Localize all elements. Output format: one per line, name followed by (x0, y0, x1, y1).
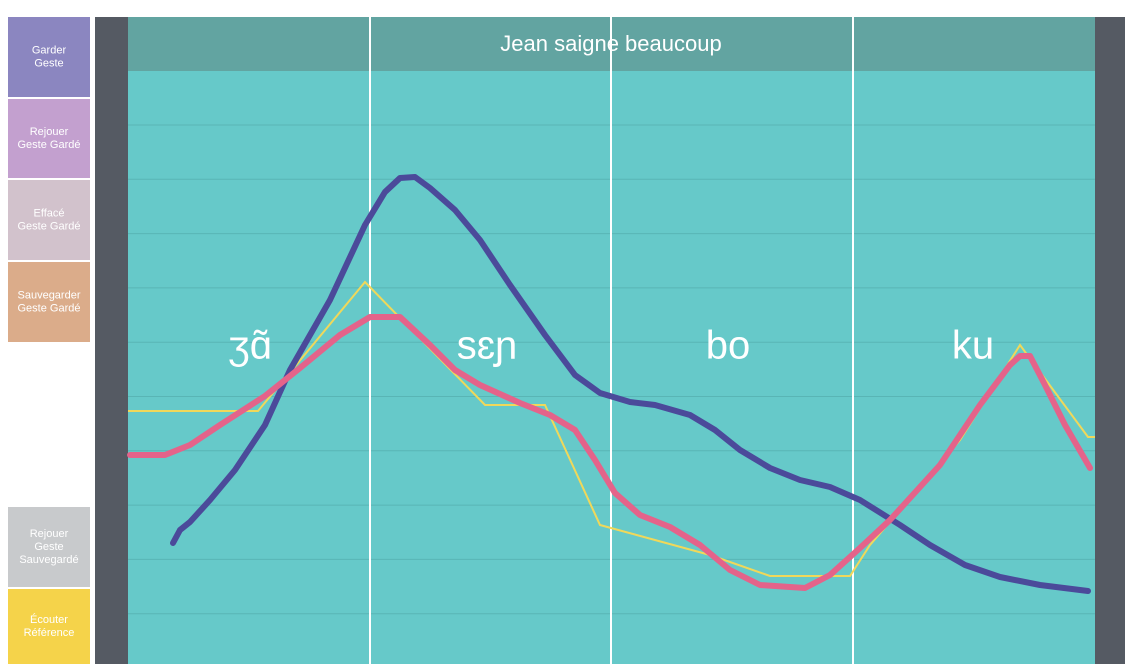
button-label: Sauvegarder (18, 289, 81, 301)
reference-curve (128, 280, 1095, 577)
button-bg (8, 99, 90, 178)
button-label: Garder (32, 44, 67, 56)
syllable: bo (706, 324, 751, 368)
button-bg (8, 17, 90, 97)
button-bg (8, 507, 90, 587)
gesture-curve (170, 174, 1091, 594)
saved-curve (127, 314, 1093, 591)
button-label: Geste (34, 57, 63, 69)
button-bg (8, 180, 90, 260)
button-label: Geste Gardé (18, 139, 81, 151)
button-label: Effacé (34, 207, 65, 219)
button-bg (8, 589, 90, 664)
button-label: Écouter (30, 613, 68, 626)
button-bg (8, 262, 90, 342)
button-label: Geste Gardé (18, 220, 81, 232)
button-label: Rejouer (30, 126, 69, 138)
button-label: Référence (24, 627, 75, 639)
syllable: ku (952, 324, 994, 368)
button-label: Geste Gardé (18, 302, 81, 314)
button-label: Rejouer (30, 528, 69, 540)
button-label: Sauvegardé (19, 554, 78, 566)
button-label: Geste (34, 541, 63, 553)
syllable: sɛɲ (457, 324, 518, 368)
syllable: ʒɑ̃ (228, 324, 272, 368)
syllables: ʒɑ̃ sɛɲ bo ku (228, 324, 994, 368)
